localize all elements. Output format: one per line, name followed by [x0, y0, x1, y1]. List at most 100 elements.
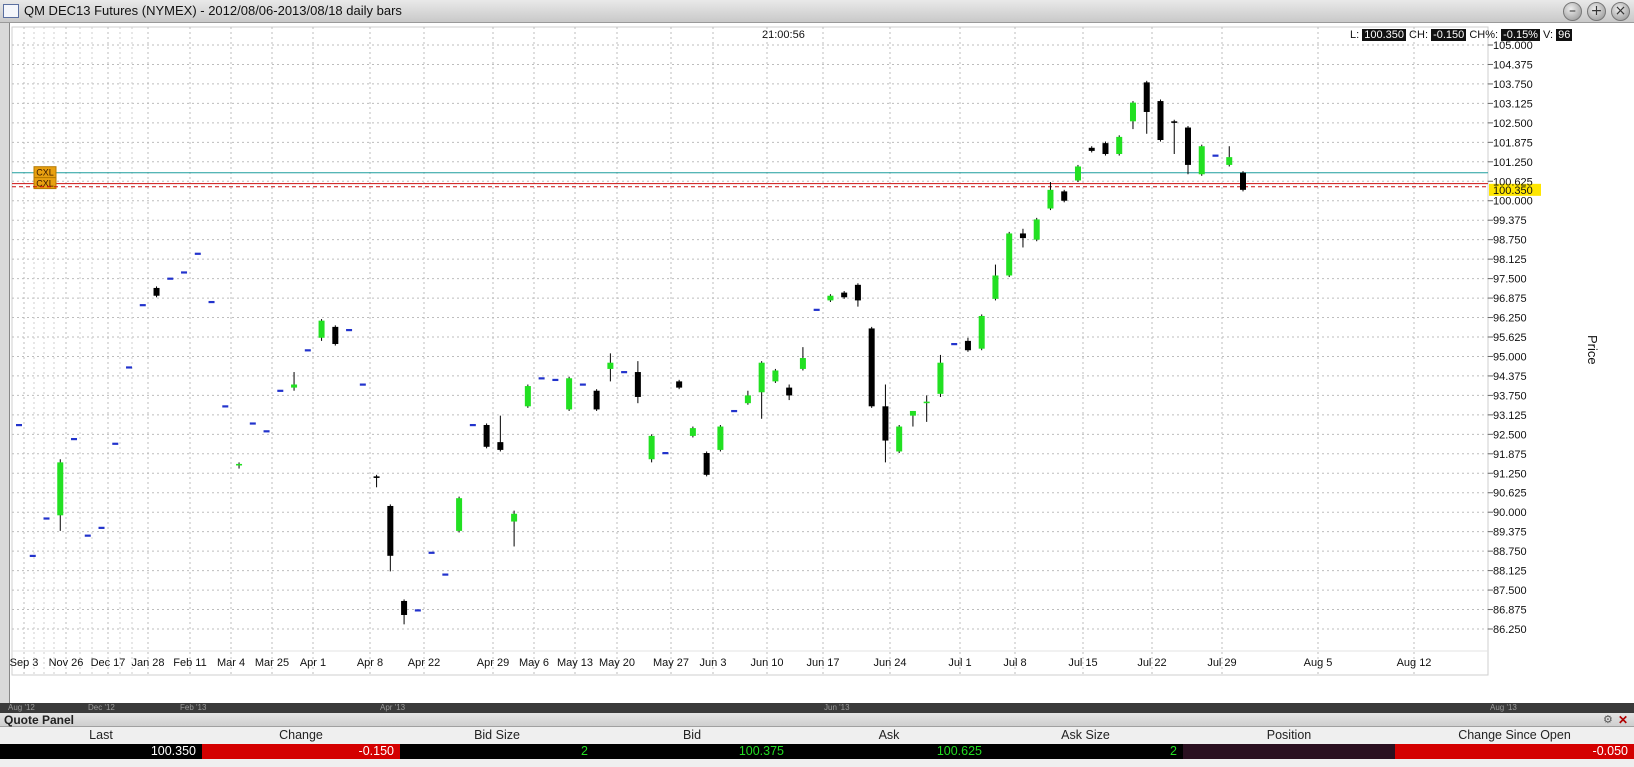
- x-tick-label: Apr 29: [477, 657, 509, 669]
- minimize-button[interactable]: –: [1563, 2, 1582, 21]
- quote-column[interactable]: Ask 100.625: [790, 727, 988, 767]
- candle-body: [263, 430, 270, 433]
- candle-body: [442, 573, 449, 576]
- window-title: QM DEC13 Futures (NYMEX) - 2012/08/06-20…: [24, 3, 402, 18]
- quote-column[interactable]: Bid Size 2: [400, 727, 594, 767]
- candle: [813, 308, 820, 311]
- quote-column-value: -0.050: [1395, 744, 1634, 759]
- candle-body: [937, 362, 944, 394]
- candle-body: [1157, 101, 1164, 140]
- candle-body: [992, 275, 999, 299]
- navigator-label: Feb '13: [180, 703, 207, 712]
- left-scroll-strip[interactable]: [0, 23, 10, 703]
- quote-column-header: Change: [279, 728, 323, 742]
- candle: [841, 291, 848, 299]
- y-tick-label: 91.875: [1493, 449, 1527, 461]
- candle: [16, 423, 22, 427]
- x-tick-label: Apr 8: [357, 657, 383, 669]
- stat-label: V:: [1539, 29, 1557, 41]
- candle-body: [497, 442, 504, 450]
- candle: [621, 371, 628, 374]
- date-axis: Sep 3 Nov 26 Dec 17 Jan 28 Feb 11 Mar 4 Mar 25…: [10, 657, 1432, 669]
- chart-grid: [11, 26, 1489, 676]
- close-icon[interactable]: ✕: [1618, 713, 1629, 727]
- candle: [1033, 217, 1040, 242]
- candle: [676, 379, 683, 390]
- candle: [332, 325, 339, 346]
- y-tick-label: 92.500: [1493, 429, 1527, 441]
- y-tick-label: 102.500: [1493, 118, 1533, 130]
- candle-body: [401, 600, 408, 615]
- candle: [346, 328, 353, 332]
- candle-body: [758, 362, 765, 393]
- y-tick-label: 104.375: [1493, 59, 1533, 71]
- order-tag: [33, 177, 57, 190]
- quote-column[interactable]: Position: [1183, 727, 1395, 767]
- stat-label: CH%:: [1466, 29, 1502, 41]
- quote-column-value: 100.625: [790, 744, 988, 759]
- candle-body: [854, 284, 861, 301]
- candlestick-series: [16, 80, 1246, 625]
- candle-body: [1240, 172, 1246, 190]
- candle: [1088, 146, 1095, 153]
- x-tick-label: Aug 5: [1304, 657, 1333, 669]
- candle-body: [827, 295, 834, 301]
- candle-body: [1184, 127, 1191, 165]
- candle-body: [813, 308, 820, 311]
- candle-body: [552, 378, 559, 382]
- y-tick-label: 94.375: [1493, 371, 1527, 383]
- quote-column-header: Bid Size: [474, 728, 520, 742]
- quote-column[interactable]: Change Since Open -0.050: [1395, 727, 1634, 767]
- y-tick-label: 87.500: [1493, 585, 1527, 597]
- maximize-button[interactable]: +: [1587, 2, 1606, 21]
- stat-label: L:: [1350, 29, 1363, 41]
- x-tick-label: May 20: [599, 657, 635, 669]
- quote-column-value: [1183, 744, 1395, 759]
- candle-body: [469, 423, 476, 427]
- candle: [29, 554, 36, 558]
- y-tick-label: 91.250: [1493, 468, 1527, 480]
- candle-body: [841, 292, 848, 298]
- candle-body: [1033, 219, 1040, 240]
- candle: [456, 496, 463, 533]
- candle: [1006, 231, 1013, 278]
- stat-value: 100.350: [1362, 29, 1406, 41]
- y-tick-label: 93.125: [1493, 410, 1527, 422]
- candle-body: [304, 349, 311, 352]
- candle-body: [951, 343, 958, 346]
- candle-body: [139, 304, 146, 307]
- candle-body: [373, 476, 380, 478]
- candle: [442, 573, 449, 576]
- candle-body: [153, 287, 160, 296]
- quote-column[interactable]: Change -0.150: [202, 727, 400, 767]
- quote-column[interactable]: Bid 100.375: [594, 727, 790, 767]
- candle: [249, 422, 256, 425]
- candle: [937, 354, 944, 397]
- candle: [662, 452, 669, 455]
- candle-body: [621, 371, 628, 374]
- chart-navigator[interactable]: Aug '12 Dec '12 Feb '13 Apr '13 Jun '13 Aug '…: [0, 703, 1634, 713]
- x-tick-label: Jul 8: [1003, 657, 1026, 669]
- close-button[interactable]: ×: [1611, 2, 1630, 21]
- candle-body: [593, 390, 600, 410]
- stat-label: CH:: [1406, 29, 1432, 41]
- candle: [153, 286, 160, 298]
- candle-body: [538, 377, 545, 380]
- x-tick-label: Dec 17: [91, 657, 126, 669]
- candle-body: [414, 609, 421, 612]
- candle: [291, 372, 298, 391]
- quote-column[interactable]: Last 100.350: [0, 727, 202, 767]
- y-tick-label: 90.000: [1493, 507, 1527, 519]
- candle-body: [1074, 166, 1081, 181]
- candle: [1212, 154, 1219, 157]
- candle: [1019, 228, 1026, 248]
- quote-column[interactable]: Ask Size 2: [988, 727, 1183, 767]
- price-axis-title: Price: [1585, 335, 1600, 365]
- navigator-label: Dec '12: [88, 703, 115, 712]
- candle-body: [167, 277, 174, 280]
- candle-body: [689, 428, 696, 436]
- candle: [1129, 101, 1136, 130]
- settings-icon[interactable]: ⚙: [1603, 714, 1613, 726]
- candle-body: [222, 405, 229, 408]
